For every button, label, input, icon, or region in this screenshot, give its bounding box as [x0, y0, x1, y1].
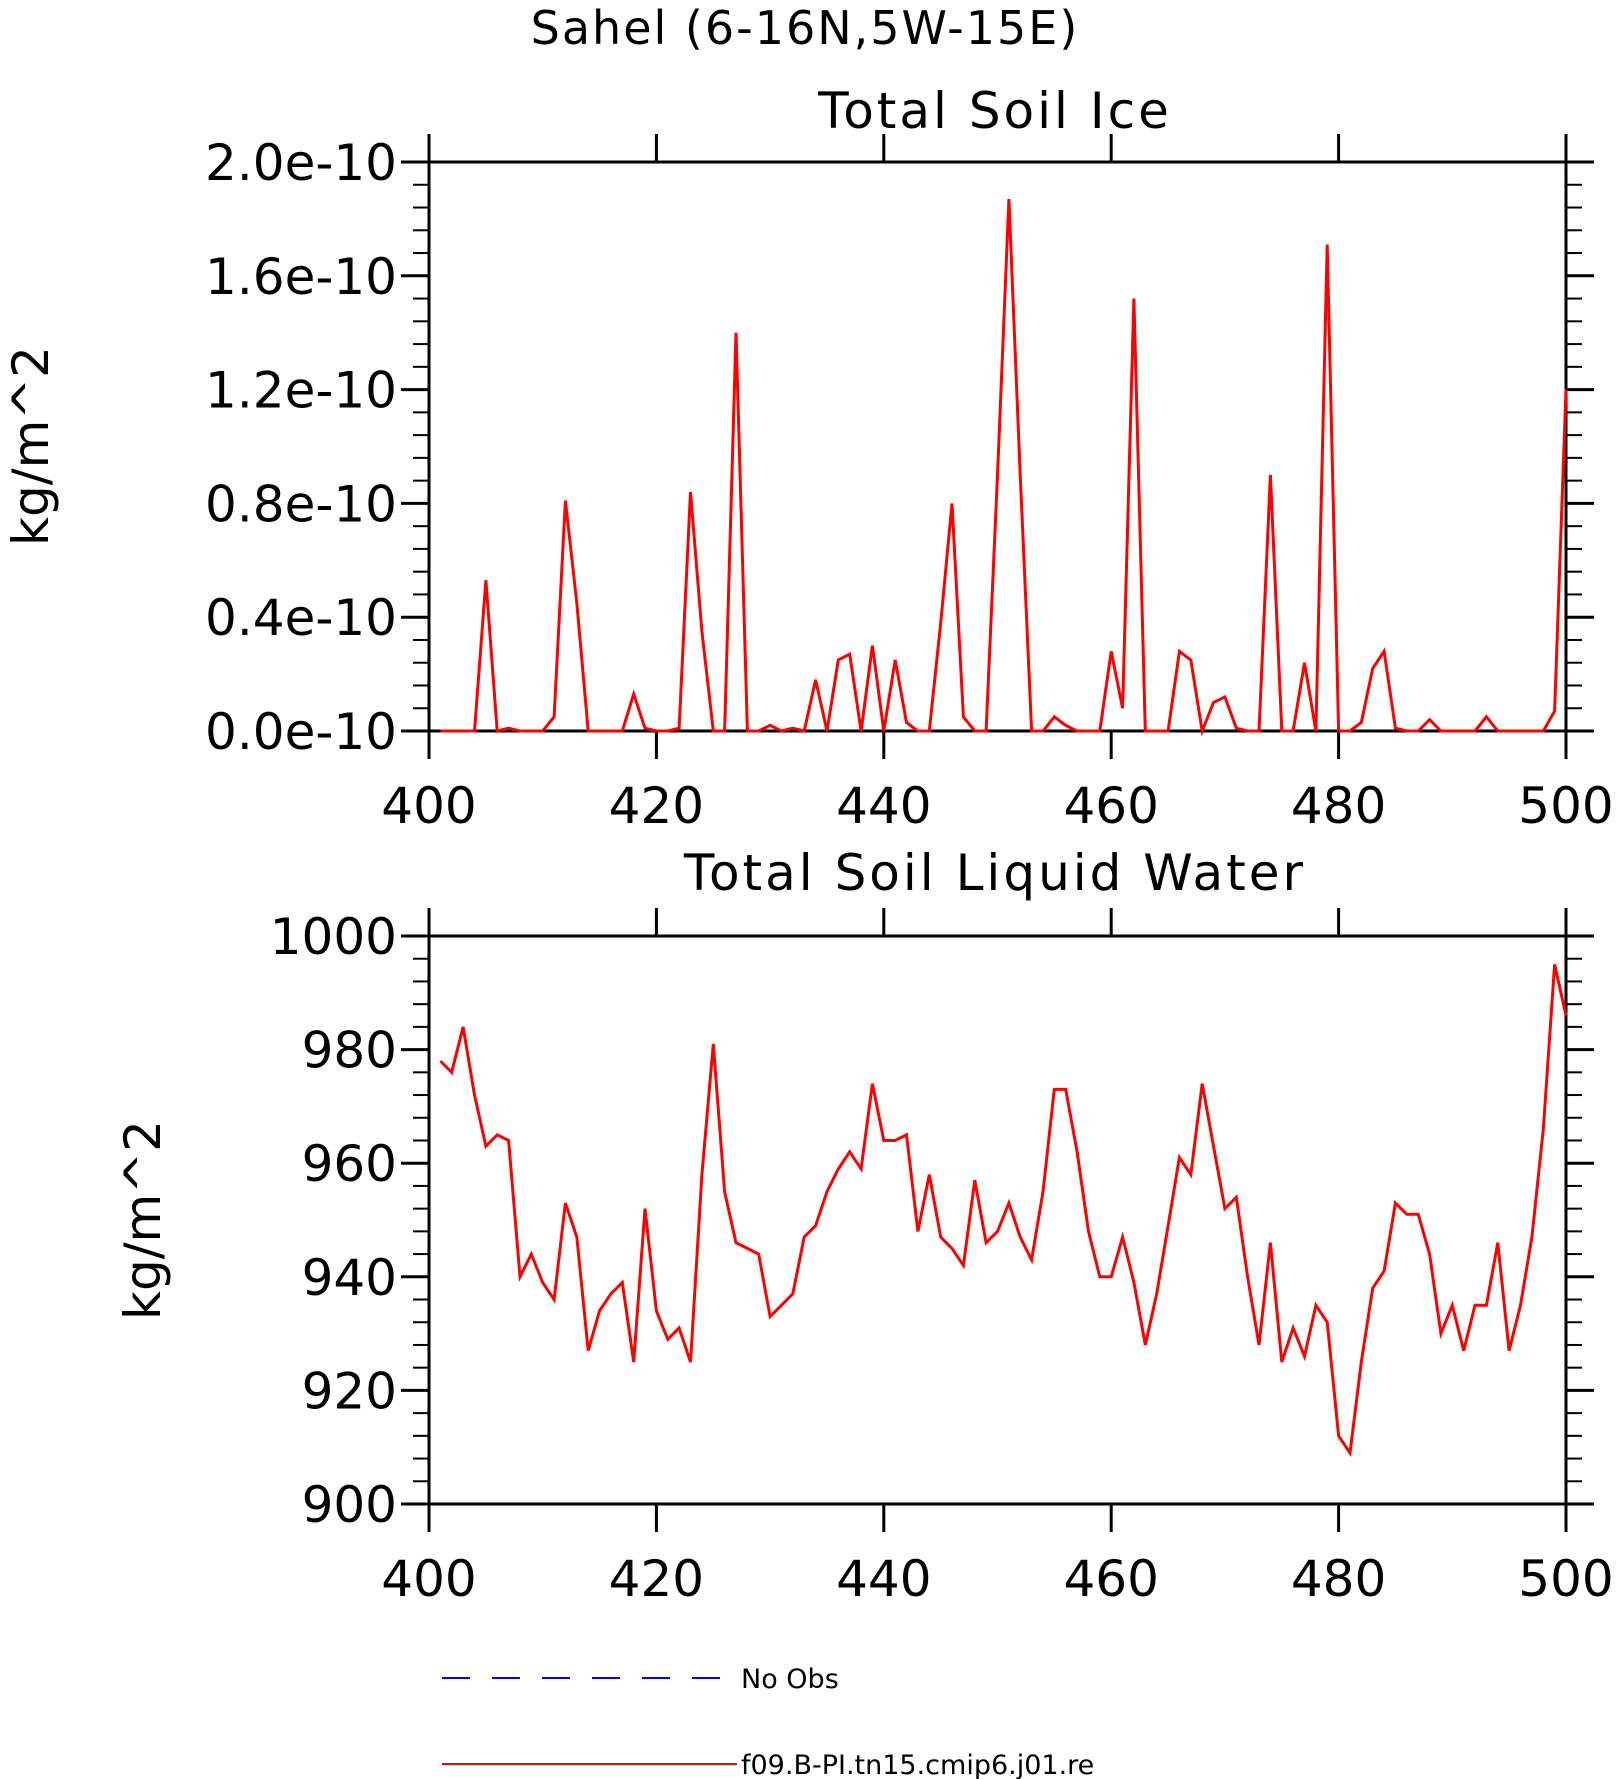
y-axis-label: kg/m^2	[114, 1120, 172, 1320]
y-tick-label: 980	[302, 1022, 397, 1080]
x-tick-label: 420	[609, 1550, 704, 1608]
panel-title-soil-liquid-water: Total Soil Liquid Water	[683, 844, 1306, 902]
x-tick-label: 440	[836, 1550, 931, 1608]
y-tick-label: 920	[302, 1362, 397, 1420]
legend-label-model: f09.B-PI.tn15.cmip6.j01.re	[741, 1750, 1094, 1779]
y-tick-label: 1.2e-10	[205, 362, 397, 420]
y-tick-label: 0.4e-10	[205, 589, 397, 647]
legend: No Obs f09.B-PI.tn15.cmip6.j01.re	[442, 1664, 1094, 1779]
y-tick-label: 1000	[270, 908, 397, 966]
y-tick-label: 940	[302, 1249, 397, 1307]
panel-total-soil-liquid-water: Total Soil Liquid Water 400 420 440 460 480 5…	[114, 844, 1614, 1608]
y-tick-label: 1.6e-10	[205, 248, 397, 306]
x-tick-label: 460	[1063, 777, 1158, 835]
panel-title-soil-ice: Total Soil Ice	[817, 82, 1172, 140]
x-tick-label: 460	[1063, 1550, 1158, 1608]
series-line	[439, 964, 1568, 1458]
x-tick-label: 400	[381, 777, 476, 835]
legend-label-no-obs: No Obs	[741, 1664, 839, 1695]
series-line	[440, 198, 1568, 737]
y-tick-label: 2.0e-10	[205, 134, 397, 192]
plot-frame	[427, 160, 1568, 733]
x-tick-label: 500	[1518, 1550, 1613, 1608]
x-tick-label: 480	[1291, 777, 1386, 835]
x-tick-label: 400	[381, 1550, 476, 1608]
x-tick-label: 440	[836, 777, 931, 835]
x-tick-label: 480	[1291, 1550, 1386, 1608]
x-tick-label: 420	[609, 777, 704, 835]
y-tick-label: 0.0e-10	[205, 703, 397, 761]
y-tick-label: 0.8e-10	[205, 475, 397, 533]
panel-total-soil-ice: Total Soil Ice 400 420 440 460 480 500 0.0e-10…	[2, 82, 1614, 835]
y-tick-label: 900	[302, 1476, 397, 1534]
y-axis-label: kg/m^2	[2, 346, 60, 546]
y-tick-label: 960	[302, 1135, 397, 1193]
x-tick-label: 500	[1518, 777, 1613, 835]
plot-frame	[427, 934, 1568, 1506]
figure-title: Sahel (6-16N,5W-15E)	[531, 1, 1080, 55]
